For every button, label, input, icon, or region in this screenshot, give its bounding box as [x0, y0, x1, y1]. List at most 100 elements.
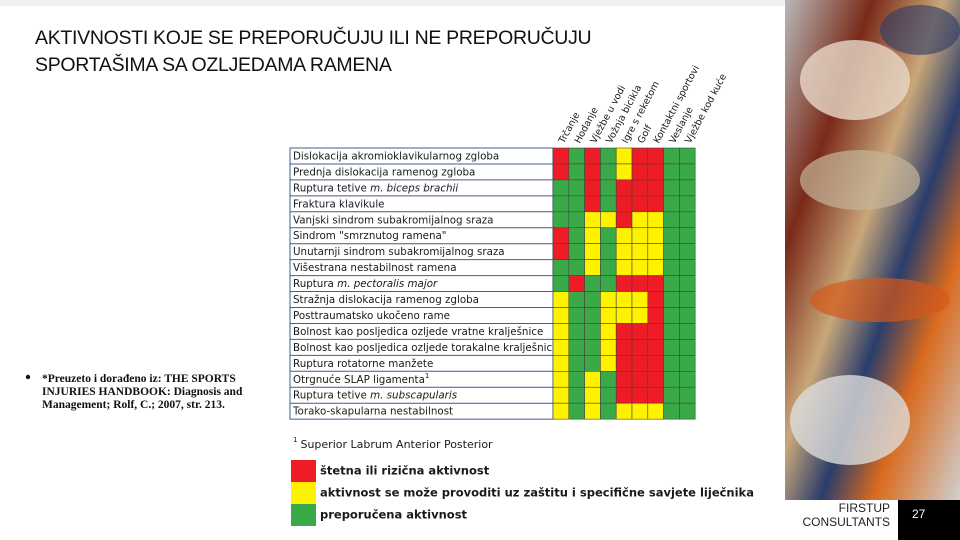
- cell: [663, 307, 680, 324]
- row-label-text: Vanjski sindrom subakromijalnog sraza: [293, 214, 494, 226]
- cell: [647, 355, 664, 372]
- cell: [679, 195, 696, 213]
- cell: [679, 402, 696, 420]
- row-label-italic: m. subscapularis: [370, 390, 458, 402]
- cell: [663, 259, 680, 276]
- cell: [663, 211, 680, 229]
- cell: [631, 307, 649, 324]
- legend-label: preporučena aktivnost: [320, 508, 468, 522]
- page-number: 27: [912, 507, 926, 521]
- cell: [600, 259, 617, 276]
- cell: [568, 355, 585, 372]
- cell: [631, 243, 649, 260]
- cell: [568, 243, 585, 260]
- cell: [584, 370, 601, 388]
- cell: [631, 291, 649, 308]
- cell: [663, 355, 680, 372]
- cell: [568, 370, 585, 388]
- note-line: INJURIES HANDBOOK: Diagnosis and: [42, 386, 243, 398]
- row-label-text: Ruptura tetive: [293, 390, 370, 402]
- cell: [631, 179, 649, 197]
- cell: [600, 179, 617, 197]
- cell: [663, 227, 680, 244]
- cell: [568, 386, 585, 404]
- row-label-text: Sindrom "smrznutog ramena": [293, 230, 447, 242]
- cell: [584, 275, 601, 292]
- cell: [615, 179, 633, 197]
- cell: [568, 259, 585, 276]
- bullet: [25, 374, 31, 380]
- cell: [584, 291, 601, 308]
- row-label: Ruptura tetive m. biceps brachii: [293, 182, 458, 194]
- cell: [647, 386, 664, 404]
- cell: [679, 370, 696, 388]
- cell: [615, 402, 633, 420]
- cell: [615, 339, 633, 356]
- cell: [679, 323, 696, 340]
- top-band: [0, 0, 785, 6]
- cell: [568, 339, 585, 356]
- row-label-text: Torako-skapularna nestabilnost: [292, 406, 453, 418]
- cell: [552, 355, 570, 372]
- cell: [679, 147, 696, 165]
- cell: [647, 227, 664, 244]
- cell: [663, 323, 680, 340]
- cell: [568, 275, 585, 292]
- cell: [552, 275, 570, 292]
- cell: [584, 195, 601, 213]
- cell: [647, 211, 664, 229]
- row-label: Dislokacija akromioklavikularnog zgloba: [293, 150, 499, 162]
- cell: [552, 163, 570, 181]
- cell: [615, 355, 633, 372]
- cell: [615, 195, 633, 213]
- row-label: Bolnost kao posljedica ozljede vratne kr…: [293, 326, 543, 338]
- cell: [568, 323, 585, 340]
- cell: [647, 307, 664, 324]
- cell: [663, 386, 680, 404]
- cell: [552, 259, 570, 276]
- row-label: Otrgnuće SLAP ligamenta1: [293, 372, 429, 386]
- cell: [615, 211, 633, 229]
- cell: [679, 163, 696, 181]
- cell: [663, 370, 680, 388]
- cell: [631, 147, 649, 165]
- row-label-italic: m. pectoralis major: [337, 278, 438, 290]
- cell: [679, 227, 696, 244]
- cell: [647, 370, 664, 388]
- cell: [631, 355, 649, 372]
- cell: [584, 386, 601, 404]
- cell: [600, 386, 617, 404]
- cell: [679, 339, 696, 356]
- cell: [663, 195, 680, 213]
- row-label-italic: m. biceps brachii: [370, 182, 458, 194]
- brand-line: CONSULTANTS: [802, 515, 890, 529]
- row-label-text: Dislokacija akromioklavikularnog zgloba: [293, 150, 499, 162]
- cell: [679, 259, 696, 276]
- row-label: Stražnja dislokacija ramenog zgloba: [293, 294, 479, 306]
- cell: [647, 402, 664, 420]
- cell: [647, 243, 664, 260]
- cell: [663, 291, 680, 308]
- cell: [615, 163, 633, 181]
- cell: [568, 307, 585, 324]
- cell: [600, 227, 617, 244]
- note-line: *Preuzeto i dorađeno iz: THE SPORTS: [42, 373, 236, 385]
- cell: [647, 195, 664, 213]
- row-label-text: Bolnost kao posljedica ozljede vratne kr…: [293, 326, 543, 338]
- cell: [663, 179, 680, 197]
- cell: [584, 339, 601, 356]
- note-line: Management; Rolf, C.; 2007, str. 213.: [42, 399, 225, 411]
- cell: [552, 386, 570, 404]
- cell: [679, 275, 696, 292]
- row-label-text: Prednja dislokacija ramenog zgloba: [293, 166, 475, 178]
- cell: [615, 386, 633, 404]
- cell: [679, 386, 696, 404]
- cell: [552, 147, 570, 165]
- row-label: Vanjski sindrom subakromijalnog sraza: [293, 214, 494, 226]
- row-label-text: Ruptura: [293, 278, 337, 290]
- cell: [647, 291, 664, 308]
- cell: [600, 355, 617, 372]
- cell: [647, 259, 664, 276]
- cell: [615, 291, 633, 308]
